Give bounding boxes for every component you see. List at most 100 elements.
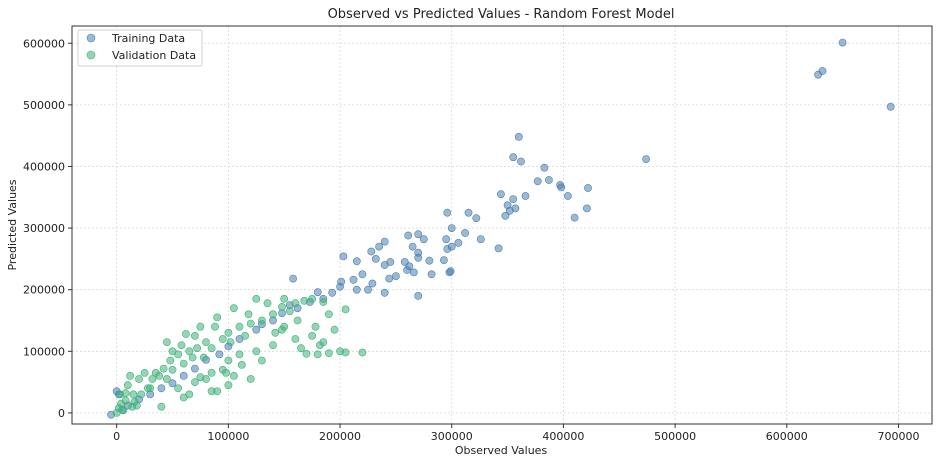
training-data-point [419, 235, 428, 244]
validation-data-point [241, 331, 249, 340]
training-data-point [814, 70, 822, 79]
validation-data-point [185, 347, 194, 356]
legend-marker-training [86, 33, 96, 43]
training-data-point [252, 325, 261, 334]
training-data-point [403, 266, 411, 274]
validation-data-point [162, 375, 171, 383]
validation-data-point [174, 384, 182, 393]
validation-data-point [123, 381, 132, 390]
training-data-point [414, 291, 423, 300]
validation-data-point [246, 375, 255, 383]
validation-data-point [129, 390, 138, 399]
training-data-point [461, 229, 469, 237]
training-data-point [391, 272, 400, 280]
x-tick-label: 200000 [319, 430, 361, 443]
x-tick-label: 0 [113, 430, 120, 443]
training-data-point [371, 254, 380, 263]
legend: Training Data Validation Data [77, 29, 203, 67]
training-data-point [564, 192, 572, 200]
validation-data-point [246, 319, 255, 328]
validation-data-point [224, 328, 233, 337]
validation-data-point [193, 344, 201, 353]
y-tick-label: 300000 [23, 222, 65, 235]
training-data-point [425, 256, 434, 265]
training-data-point [358, 270, 367, 279]
validation-data-point [229, 371, 238, 380]
y-tick-label: 0 [58, 407, 65, 420]
validation-data-point [293, 316, 302, 325]
training-data-point [336, 282, 344, 291]
validation-series [112, 294, 367, 417]
training-data-point [364, 285, 372, 294]
x-tick-label: 300000 [431, 430, 473, 443]
grid [72, 26, 932, 424]
validation-data-point [308, 331, 316, 340]
legend-box [77, 29, 203, 67]
validation-data-point [280, 294, 289, 303]
validation-data-point [311, 322, 320, 331]
validation-data-point [330, 325, 339, 334]
validation-data-point [313, 350, 322, 359]
validation-data-point [207, 368, 216, 377]
training-data-point [533, 177, 542, 186]
validation-data-point [196, 322, 205, 331]
training-data-point [521, 192, 530, 200]
training-data-point [289, 274, 297, 283]
training-data-point [442, 235, 451, 244]
validation-data-point [291, 335, 300, 343]
training-data-point [494, 244, 503, 253]
training-data-point [445, 268, 454, 277]
training-data-point [514, 132, 523, 141]
validation-data-point [222, 368, 230, 377]
x-tick-label: 500000 [654, 430, 696, 443]
training-data-point [404, 231, 413, 240]
validation-data-point [252, 347, 261, 356]
training-data-point [352, 257, 361, 266]
validation-data-point [140, 368, 149, 377]
validation-data-point [324, 349, 333, 357]
y-tick-label: 100000 [23, 345, 65, 358]
validation-data-point [302, 349, 311, 358]
validation-data-point [252, 294, 261, 303]
training-data-point [349, 275, 358, 284]
validation-data-point [278, 302, 286, 311]
validation-data-point [121, 389, 130, 398]
validation-data-point [190, 378, 199, 386]
training-data-point [583, 204, 591, 213]
x-axis-ticks: 0 100000 200000 300000 400000 500000 600000 700… [113, 424, 919, 443]
validation-data-point [278, 325, 286, 334]
training-data-point [511, 204, 520, 213]
training-data-point [339, 252, 348, 261]
validation-data-point [143, 384, 152, 393]
training-data-point [472, 214, 481, 223]
training-data-point [215, 350, 224, 359]
validation-data-point [202, 338, 210, 346]
validation-data-point [235, 350, 244, 359]
validation-data-point [119, 406, 128, 415]
validation-data-point [263, 299, 272, 308]
validation-data-point [188, 353, 197, 362]
validation-data-point [269, 310, 277, 319]
training-data-point [414, 230, 423, 239]
validation-data-point [168, 365, 177, 374]
validation-data-point [229, 304, 238, 313]
validation-data-point [159, 364, 168, 373]
training-data-point [838, 38, 847, 47]
training-data-point [496, 190, 505, 199]
training-data-point [464, 208, 473, 217]
training-data-point [545, 176, 553, 184]
validation-data-point [257, 356, 266, 365]
training-data-point [352, 285, 361, 294]
validation-data-point [155, 371, 163, 380]
training-data-point [584, 184, 592, 192]
validation-data-point [224, 381, 233, 390]
validation-data-point [135, 375, 143, 383]
validation-data-point [199, 353, 208, 362]
training-data-point [454, 238, 463, 247]
x-axis-label: Observed Values [455, 444, 548, 457]
validation-data-point [179, 393, 188, 402]
validation-data-point [308, 294, 316, 303]
validation-data-point [341, 348, 350, 357]
validation-data-point [121, 396, 130, 405]
